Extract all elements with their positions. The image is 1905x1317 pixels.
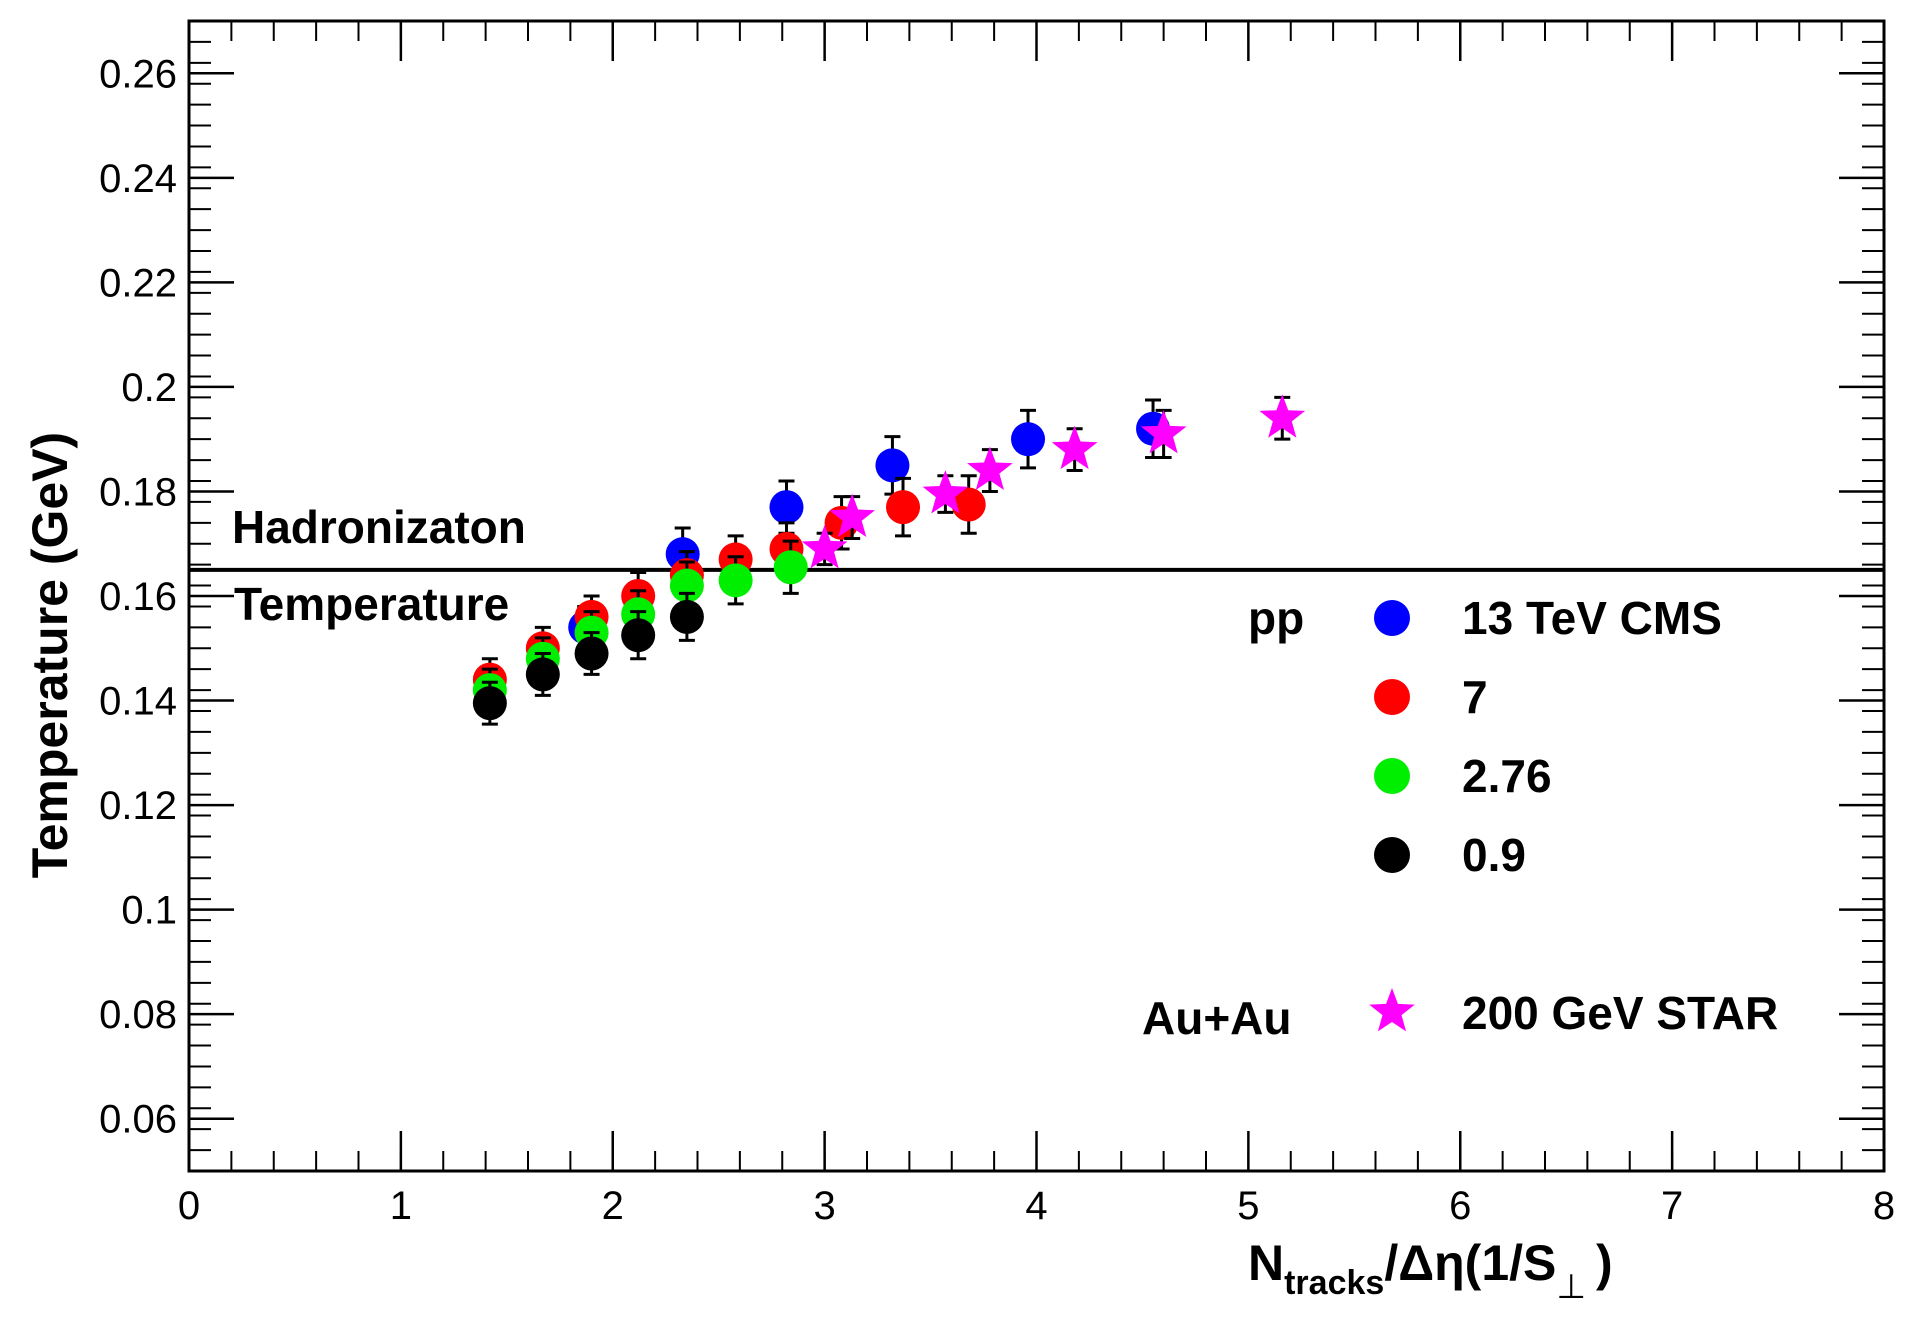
- data-point: [875, 448, 910, 483]
- legend-label-13tev: 13 TeV CMS: [1462, 592, 1722, 644]
- legend-label-0-9: 0.9: [1462, 829, 1526, 881]
- legend-marker: [1374, 837, 1410, 873]
- hline-label-bottom: Temperature: [234, 578, 509, 630]
- x-tick-label: 0: [178, 1184, 200, 1228]
- series-3: [472, 591, 704, 726]
- data-point: [886, 490, 921, 525]
- data-point: [1011, 422, 1046, 457]
- x-tick-label: 5: [1237, 1184, 1259, 1228]
- y-axis-label: Temperature (GeV): [22, 432, 78, 878]
- legend-group-pp: pp: [1248, 592, 1304, 644]
- y-tick-label: 0.2: [121, 366, 177, 410]
- x-axis-label-main: N: [1248, 1235, 1284, 1291]
- y-tick-label: 0.12: [99, 784, 177, 828]
- y-tick-label: 0.16: [99, 575, 177, 619]
- y-tick-label: 0.26: [99, 52, 177, 96]
- data-layer: [472, 394, 1306, 726]
- minor-ticks: [188, 20, 1885, 1172]
- data-point: [669, 568, 704, 603]
- x-axis-label-perp: ⊥: [1556, 1268, 1586, 1306]
- x-axis-label: Ntracks/Δη(1/S⊥): [1248, 1235, 1613, 1306]
- y-tick-label: 0.06: [99, 1098, 177, 1142]
- legend-marker: [1374, 679, 1410, 715]
- y-tick-label: 0.08: [99, 993, 177, 1037]
- legend-label-2-76: 2.76: [1462, 750, 1552, 802]
- legend-marker: [1374, 758, 1410, 794]
- data-point: [621, 618, 656, 653]
- y-tick-labels: 0.06 0.08 0.1 0.12 0.14 0.16 0.18 0.2 0.22 0.24 0.…: [99, 52, 177, 1141]
- hline-label-top: Hadronizaton: [232, 501, 526, 553]
- x-axis-label-close: ): [1596, 1235, 1613, 1291]
- y-tick-label: 0.22: [99, 261, 177, 305]
- x-axis-label-rest: /Δη(1/S: [1384, 1235, 1556, 1291]
- series-4: [801, 394, 1306, 569]
- y-tick-label: 0.24: [99, 157, 177, 201]
- x-tick-label: 4: [1025, 1184, 1047, 1228]
- x-axis-label-sub: tracks: [1284, 1264, 1384, 1302]
- data-point: [773, 550, 808, 585]
- data-point-star: [922, 470, 969, 514]
- x-tick-label: 1: [390, 1184, 412, 1228]
- legend-marker: [1374, 600, 1410, 636]
- data-point: [669, 599, 704, 634]
- legend-markers: [1369, 600, 1415, 1032]
- legend: pp Au+Au 13 TeV CMS 7 2.76 0.9 200 GeV S…: [1142, 592, 1778, 1044]
- x-tick-label: 7: [1661, 1184, 1683, 1228]
- x-tick-label: 6: [1449, 1184, 1471, 1228]
- legend-group-auau: Au+Au: [1142, 992, 1292, 1044]
- data-point-star: [967, 446, 1013, 490]
- legend-label-star: 200 GeV STAR: [1462, 987, 1778, 1039]
- y-tick-label: 0.18: [99, 470, 177, 514]
- legend-label-7: 7: [1462, 671, 1488, 723]
- data-point: [472, 686, 507, 721]
- data-point: [525, 657, 560, 692]
- series-0: [568, 398, 1171, 650]
- data-point: [718, 563, 753, 598]
- y-tick-label: 0.14: [99, 680, 177, 724]
- plot-frame: [187, 19, 1886, 1173]
- y-tick-label: 0.1: [121, 889, 177, 933]
- data-point-star: [1051, 425, 1098, 470]
- data-point: [574, 636, 609, 671]
- data-point-star: [829, 493, 875, 537]
- x-tick-label: 2: [602, 1184, 624, 1228]
- x-tick-label: 3: [814, 1184, 836, 1228]
- legend-marker-star: [1369, 988, 1415, 1032]
- x-tick-label: 8: [1873, 1184, 1895, 1228]
- data-point: [769, 490, 804, 525]
- x-tick-labels: 0 1 2 3 4 5 6 7 8: [178, 1184, 1895, 1228]
- data-point-star: [1140, 410, 1187, 454]
- data-point-star: [801, 525, 848, 569]
- data-point-star: [1259, 394, 1306, 438]
- data-point: [951, 487, 986, 522]
